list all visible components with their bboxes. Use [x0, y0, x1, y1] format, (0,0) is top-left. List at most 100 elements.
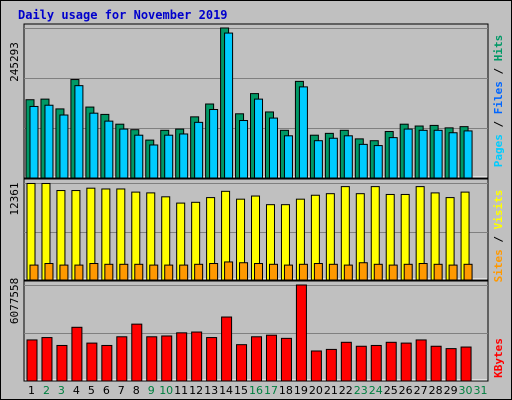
x-tick-13: 13	[204, 384, 218, 397]
x-tick-4: 4	[73, 384, 80, 397]
legend-hits-files-pages: Pages / Files / Hits	[492, 35, 505, 168]
sites-bar-19	[298, 263, 308, 281]
files-bar-1	[29, 105, 39, 179]
x-tick-29: 29	[444, 384, 458, 397]
files-bar-17	[268, 117, 278, 179]
kbytes-bar-8	[131, 323, 143, 382]
files-bar-8	[134, 134, 144, 179]
files-bar-9	[149, 144, 159, 179]
kbytes-bar-22	[340, 341, 352, 382]
kbytes-bar-4	[71, 326, 83, 382]
kbytes-bar-6	[101, 344, 113, 382]
files-bar-22	[343, 135, 353, 179]
sites-bar-4	[74, 264, 84, 281]
x-tick-27: 27	[414, 384, 428, 397]
sites-bar-30	[463, 263, 473, 281]
files-bar-7	[119, 128, 129, 179]
sites-bar-27	[418, 263, 428, 281]
files-bar-19	[298, 86, 308, 179]
files-bar-18	[283, 135, 293, 179]
x-tick-2: 2	[43, 384, 50, 397]
files-bar-2	[44, 104, 54, 179]
files-bar-20	[313, 140, 323, 179]
x-tick-20: 20	[309, 384, 323, 397]
kbytes-bar-10	[161, 335, 173, 382]
sites-bar-3	[59, 264, 69, 281]
kbytes-bar-9	[146, 336, 158, 382]
files-bar-23	[358, 143, 368, 179]
legend-hits: Hits	[492, 35, 505, 62]
sites-bar-7	[119, 263, 129, 281]
x-tick-14: 14	[219, 384, 233, 397]
files-bar-28	[433, 129, 443, 179]
kbytes-bar-12	[191, 331, 203, 382]
kbytes-bar-15	[236, 344, 248, 382]
x-tick-18: 18	[279, 384, 293, 397]
kbytes-bar-16	[251, 336, 263, 382]
x-tick-22: 22	[339, 384, 353, 397]
chart-title: Daily usage for November 2019	[18, 8, 228, 22]
kbytes-bar-17	[265, 334, 277, 382]
kbytes-bar-14	[221, 316, 233, 382]
x-tick-15: 15	[234, 384, 248, 397]
kbytes-bar-23	[355, 345, 367, 382]
legend-kbytes: KBytes	[492, 338, 505, 378]
x-tick-1: 1	[28, 384, 35, 397]
kbytes-bar-2	[41, 337, 53, 382]
x-tick-28: 28	[429, 384, 443, 397]
x-tick-23: 23	[354, 384, 368, 397]
kbytes-bar-27	[415, 339, 427, 382]
sites-bar-6	[104, 263, 114, 281]
sites-bar-8	[134, 263, 144, 281]
sites-bar-15	[239, 262, 249, 281]
hits-y-max-label: 245293	[8, 42, 21, 82]
sites-bar-18	[283, 264, 293, 281]
kbytes-bar-3	[56, 344, 68, 382]
x-tick-26: 26	[399, 384, 413, 397]
svg-text:Sites / Visits: Sites / Visits	[492, 190, 505, 283]
files-bar-12	[194, 121, 204, 179]
kbytes-bar-11	[176, 332, 188, 382]
sites-bar-1	[29, 264, 39, 281]
kbytes-bar-28	[430, 345, 442, 382]
x-tick-19: 19	[294, 384, 308, 397]
x-tick-7: 7	[118, 384, 125, 397]
files-bar-16	[254, 98, 264, 179]
sites-bar-26	[403, 263, 413, 281]
legend-files: Files	[492, 81, 505, 114]
files-bar-30	[463, 130, 473, 179]
files-bar-5	[89, 112, 99, 179]
sites-bar-10	[164, 264, 174, 281]
sites-bar-12	[194, 263, 204, 281]
kbytes-bar-24	[370, 344, 382, 382]
kbytes-bar-26	[400, 342, 412, 382]
sites-bar-16	[254, 263, 264, 281]
x-tick-16: 16	[249, 384, 263, 397]
x-tick-24: 24	[369, 384, 383, 397]
files-bar-15	[239, 120, 249, 179]
x-tick-5: 5	[88, 384, 95, 397]
legend-visits-sites: Sites / Visits	[492, 190, 505, 283]
kbytes-bar-13	[206, 337, 218, 382]
sites-bar-28	[433, 263, 443, 281]
sites-bar-22	[343, 264, 353, 281]
sites-bar-23	[358, 262, 368, 281]
legend-pages: Pages	[492, 134, 505, 167]
x-tick-30: 30	[459, 384, 473, 397]
x-tick-21: 21	[324, 384, 338, 397]
sites-bar-25	[388, 264, 398, 281]
visits-y-max-label: 12361	[8, 182, 21, 215]
files-bar-6	[104, 120, 114, 179]
x-tick-10: 10	[159, 384, 173, 397]
sites-bar-17	[268, 263, 278, 281]
x-tick-8: 8	[133, 384, 140, 397]
sites-bar-9	[149, 264, 159, 281]
kbytes-bar-1	[26, 339, 38, 382]
sites-bar-14	[224, 261, 234, 281]
kbytes-bar-19	[295, 284, 307, 382]
sites-bar-11	[179, 264, 189, 281]
legend-kbytes-group: KBytes	[492, 338, 505, 378]
kbytes-bar-7	[116, 336, 128, 382]
sites-bar-24	[373, 263, 383, 281]
x-tick-11: 11	[174, 384, 188, 397]
